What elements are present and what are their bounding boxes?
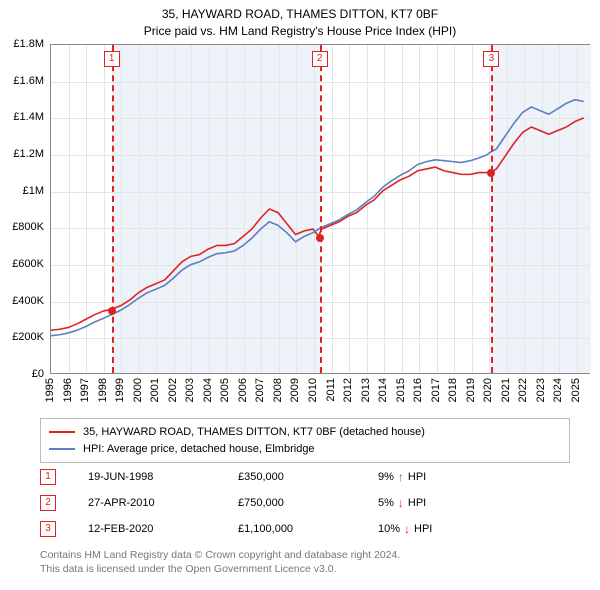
x-axis-label: 1997: [79, 378, 91, 402]
series-price_paid: [51, 118, 584, 330]
x-axis-label: 2025: [570, 378, 582, 402]
x-axis-label: 2013: [360, 378, 372, 402]
plot-surface: 1 2 3: [50, 44, 590, 374]
y-axis-label: £600K: [12, 258, 44, 270]
chart-container: 35, HAYWARD ROAD, THAMES DITTON, KT7 0BF…: [0, 0, 600, 590]
x-axis-label: 2003: [184, 378, 196, 402]
footer-line-2: This data is licensed under the Open Gov…: [40, 562, 570, 576]
x-axis-label: 2015: [395, 378, 407, 402]
sale-marker-line: [320, 45, 322, 373]
sale-price: £750,000: [238, 497, 378, 509]
x-axis-label: 2007: [254, 378, 266, 402]
x-axis-label: 2022: [517, 378, 529, 402]
x-axis-label: 2005: [219, 378, 231, 402]
x-axis-label: 2012: [342, 378, 354, 402]
sale-delta: 5% ↓ HPI: [378, 496, 426, 510]
x-axis-label: 2010: [307, 378, 319, 402]
sales-table: 1 19-JUN-1998£350,0009% ↑ HPI 2 27-APR-2010£7…: [40, 464, 570, 542]
legend-swatch: [49, 431, 75, 433]
sale-date: 12-FEB-2020: [88, 523, 238, 535]
sale-marker-line: [112, 45, 114, 373]
sale-delta-suffix: HPI: [408, 497, 426, 509]
sale-number-box: 1: [40, 469, 56, 485]
sale-delta-pct: 5%: [378, 497, 394, 509]
sale-marker-box: 3: [483, 51, 499, 67]
sale-dot: [108, 307, 116, 315]
x-axis-label: 2006: [237, 378, 249, 402]
sale-price: £1,100,000: [238, 523, 378, 535]
legend-item: 35, HAYWARD ROAD, THAMES DITTON, KT7 0BF…: [49, 424, 561, 441]
sale-dot: [487, 169, 495, 177]
sale-row: 2 27-APR-2010£750,0005% ↓ HPI: [40, 490, 570, 516]
sale-delta: 9% ↑ HPI: [378, 470, 426, 484]
x-axis-label: 2008: [272, 378, 284, 402]
x-axis-label: 1998: [97, 378, 109, 402]
y-axis-label: £800K: [12, 221, 44, 233]
y-axis-label: £1.6M: [13, 75, 44, 87]
sale-row: 1 19-JUN-1998£350,0009% ↑ HPI: [40, 464, 570, 490]
sale-marker-box: 2: [312, 51, 328, 67]
sale-delta: 10% ↓ HPI: [378, 522, 432, 536]
x-axis-label: 2023: [535, 378, 547, 402]
x-axis-label: 2001: [149, 378, 161, 402]
y-axis-label: £1.4M: [13, 111, 44, 123]
title-line-2: Price paid vs. HM Land Registry's House …: [0, 23, 600, 40]
x-axis-label: 2018: [447, 378, 459, 402]
x-axis-label: 2000: [132, 378, 144, 402]
plot-area: £0£200K£400K£600K£800K£1M£1.2M£1.4M£1.6M…: [50, 44, 590, 374]
sale-marker-box: 1: [104, 51, 120, 67]
sale-date: 19-JUN-1998: [88, 471, 238, 483]
legend-item: HPI: Average price, detached house, Elmb…: [49, 441, 561, 458]
legend-swatch: [49, 448, 75, 450]
footer-line-1: Contains HM Land Registry data © Crown c…: [40, 548, 570, 562]
x-axis-label: 2009: [289, 378, 301, 402]
sale-price: £350,000: [238, 471, 378, 483]
series-hpi: [51, 100, 584, 336]
legend: 35, HAYWARD ROAD, THAMES DITTON, KT7 0BF…: [40, 418, 570, 463]
y-axis-label: £400K: [12, 295, 44, 307]
sale-delta-suffix: HPI: [414, 523, 432, 535]
arrow-up-icon: ↑: [398, 470, 404, 484]
sale-row: 3 12-FEB-2020£1,100,00010% ↓ HPI: [40, 516, 570, 542]
legend-label: HPI: Average price, detached house, Elmb…: [83, 441, 315, 458]
y-axis-label: £0: [32, 368, 44, 380]
arrow-down-icon: ↓: [404, 522, 410, 536]
y-axis-label: £200K: [12, 331, 44, 343]
footer: Contains HM Land Registry data © Crown c…: [40, 548, 570, 576]
arrow-down-icon: ↓: [398, 496, 404, 510]
y-axis-label: £1.8M: [13, 38, 44, 50]
x-axis-label: 2021: [500, 378, 512, 402]
x-axis-labels: 1995199619971998199920002001200220032004…: [50, 378, 590, 418]
title-block: 35, HAYWARD ROAD, THAMES DITTON, KT7 0BF…: [0, 0, 600, 40]
x-axis-label: 2014: [377, 378, 389, 402]
sale-delta-pct: 10%: [378, 523, 400, 535]
sale-delta-suffix: HPI: [408, 471, 426, 483]
sale-number-box: 2: [40, 495, 56, 511]
x-axis-label: 2020: [482, 378, 494, 402]
x-axis-label: 1999: [114, 378, 126, 402]
sale-marker-line: [491, 45, 493, 373]
sale-date: 27-APR-2010: [88, 497, 238, 509]
x-axis-label: 2004: [202, 378, 214, 402]
sale-number-box: 3: [40, 521, 56, 537]
x-axis-label: 2024: [552, 378, 564, 402]
sale-dot: [316, 234, 324, 242]
x-axis-label: 2011: [325, 378, 337, 402]
x-axis-label: 1996: [62, 378, 74, 402]
y-axis-label: £1M: [23, 185, 44, 197]
y-axis-label: £1.2M: [13, 148, 44, 160]
x-axis-label: 2019: [465, 378, 477, 402]
title-line-1: 35, HAYWARD ROAD, THAMES DITTON, KT7 0BF: [0, 6, 600, 23]
x-axis-label: 2016: [412, 378, 424, 402]
sale-delta-pct: 9%: [378, 471, 394, 483]
x-axis-label: 2002: [167, 378, 179, 402]
x-axis-label: 2017: [430, 378, 442, 402]
x-axis-label: 1995: [44, 378, 56, 402]
legend-label: 35, HAYWARD ROAD, THAMES DITTON, KT7 0BF…: [83, 424, 425, 441]
